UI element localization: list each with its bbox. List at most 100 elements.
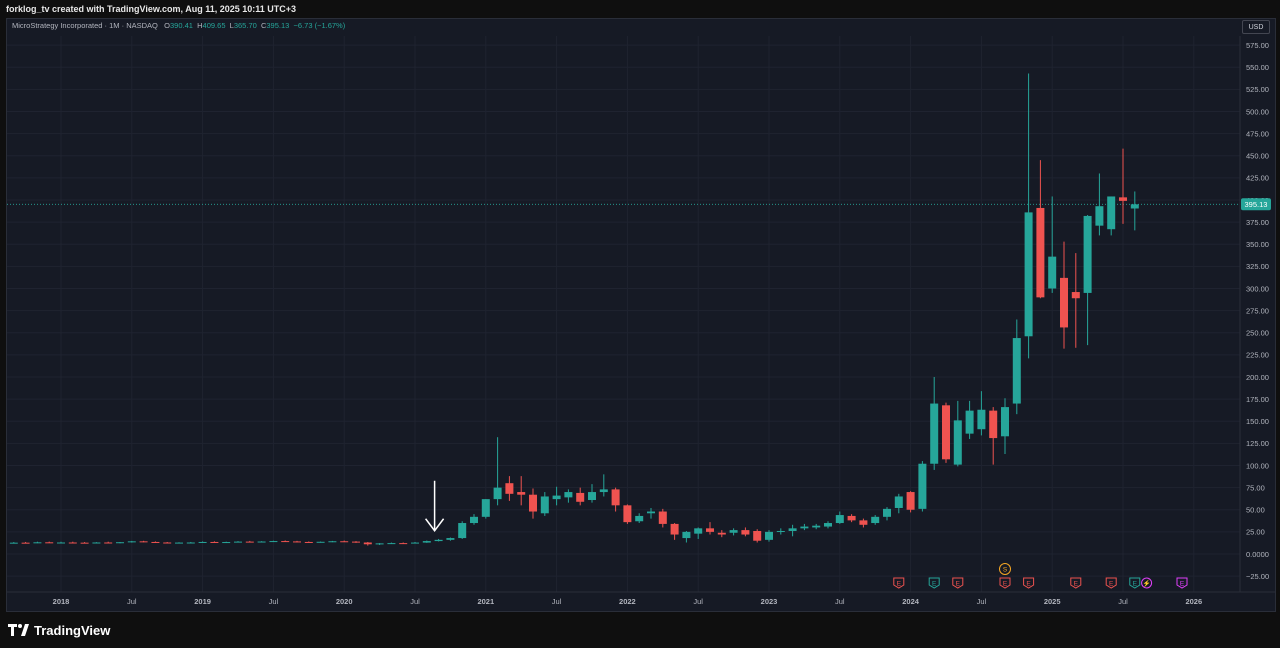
candle-body[interactable]	[1095, 206, 1104, 226]
candle-body[interactable]	[812, 525, 821, 528]
candle-body[interactable]	[80, 542, 89, 544]
symbol-name[interactable]: MicroStrategy Incorporated · 1M · NASDAQ	[12, 21, 158, 30]
candle-body[interactable]	[116, 542, 124, 544]
candle-body[interactable]	[45, 542, 54, 544]
candle-body[interactable]	[399, 543, 408, 545]
candle-body[interactable]	[293, 541, 301, 543]
candle-body[interactable]	[186, 542, 195, 544]
candle-body[interactable]	[269, 541, 278, 543]
symbol-legend[interactable]: MicroStrategy Incorporated · 1M · NASDAQ…	[12, 21, 345, 30]
candle-body[interactable]	[658, 511, 667, 524]
candle-body[interactable]	[68, 542, 77, 544]
earnings-event-icon[interactable]	[1129, 577, 1141, 589]
candle-body[interactable]	[57, 542, 65, 544]
earnings-event-icon[interactable]	[952, 577, 964, 589]
candle-body[interactable]	[835, 515, 844, 524]
candle-body[interactable]	[363, 542, 372, 545]
candle-body[interactable]	[470, 516, 478, 524]
candle-body[interactable]	[257, 541, 266, 543]
earnings-event-icon[interactable]	[1023, 577, 1035, 589]
candle-body[interactable]	[741, 530, 750, 535]
earnings-event-icon[interactable]	[928, 577, 940, 589]
candle-body[interactable]	[529, 494, 537, 512]
candle-body[interactable]	[198, 541, 207, 543]
candle-body[interactable]	[375, 543, 384, 545]
candle-body[interactable]	[234, 541, 242, 543]
candle-body[interactable]	[894, 496, 903, 508]
candle-body[interactable]	[847, 515, 856, 521]
candle-body[interactable]	[1060, 277, 1068, 328]
candle-body[interactable]	[800, 526, 809, 529]
candle-body[interactable]	[1119, 197, 1127, 201]
candle-body[interactable]	[576, 492, 585, 502]
news-event-icon[interactable]	[1141, 577, 1153, 589]
earnings-event-icon[interactable]	[1176, 577, 1188, 589]
earnings-event-icon[interactable]	[999, 577, 1011, 589]
candle-body[interactable]	[647, 511, 655, 514]
candle-body[interactable]	[1130, 204, 1139, 209]
candle-body[interactable]	[422, 541, 431, 543]
candle-body[interactable]	[599, 489, 608, 493]
split-event-icon[interactable]	[999, 563, 1011, 575]
candle-body[interactable]	[281, 541, 290, 543]
candle-body[interactable]	[635, 515, 644, 522]
candle-body[interactable]	[706, 528, 714, 532]
candle-body[interactable]	[33, 542, 42, 544]
candle-body[interactable]	[682, 531, 691, 539]
candle-body[interactable]	[446, 538, 455, 540]
candle-body[interactable]	[942, 405, 950, 460]
candle-body[interactable]	[163, 542, 172, 544]
candle-body[interactable]	[776, 530, 785, 532]
candle-body[interactable]	[871, 516, 880, 524]
candle-body[interactable]	[965, 410, 974, 434]
candle-body[interactable]	[953, 420, 962, 465]
earnings-event-icon[interactable]	[1105, 577, 1117, 589]
candle-body[interactable]	[1024, 212, 1033, 337]
candle-body[interactable]	[564, 492, 573, 498]
candle-body[interactable]	[210, 541, 219, 543]
candle-body[interactable]	[788, 528, 797, 531]
candle-body[interactable]	[411, 542, 419, 544]
earnings-event-icon[interactable]	[893, 577, 905, 589]
candle-body[interactable]	[930, 403, 939, 464]
candle-body[interactable]	[328, 541, 337, 543]
earnings-event-icon[interactable]	[1070, 577, 1082, 589]
candle-body[interactable]	[824, 523, 832, 527]
candle-body[interactable]	[481, 499, 490, 517]
candle-body[interactable]	[458, 523, 467, 539]
candle-body[interactable]	[175, 542, 183, 544]
candle-body[interactable]	[611, 489, 620, 506]
candle-body[interactable]	[1107, 196, 1116, 230]
candle-body[interactable]	[670, 523, 679, 535]
arrow-annotation-head[interactable]	[425, 518, 445, 533]
candle-body[interactable]	[1071, 292, 1080, 299]
candle-body[interactable]	[717, 532, 726, 535]
candle-body[interactable]	[1001, 407, 1009, 437]
candle-body[interactable]	[552, 495, 561, 500]
candle-body[interactable]	[434, 539, 443, 542]
candle-body[interactable]	[9, 542, 18, 544]
candle-body[interactable]	[493, 487, 502, 500]
candle-body[interactable]	[765, 531, 773, 540]
candle-body[interactable]	[316, 541, 325, 543]
candle-body[interactable]	[729, 530, 738, 533]
candle-body[interactable]	[340, 541, 349, 543]
candle-body[interactable]	[859, 520, 868, 525]
candle-body[interactable]	[304, 541, 313, 543]
candle-body[interactable]	[352, 541, 360, 543]
candle-body[interactable]	[588, 492, 596, 501]
candle-body[interactable]	[540, 496, 549, 514]
candle-body[interactable]	[127, 541, 136, 543]
candle-body[interactable]	[517, 492, 526, 495]
candle-body[interactable]	[977, 409, 986, 430]
candle-body[interactable]	[989, 410, 998, 439]
candle-body[interactable]	[694, 528, 703, 534]
candle-body[interactable]	[1083, 215, 1092, 293]
candle-body[interactable]	[505, 483, 514, 494]
candle-body[interactable]	[883, 508, 891, 517]
candle-body[interactable]	[1048, 256, 1057, 289]
candle-body[interactable]	[151, 541, 160, 543]
candle-body[interactable]	[222, 542, 231, 544]
candle-body[interactable]	[104, 542, 113, 544]
candle-body[interactable]	[918, 463, 927, 509]
